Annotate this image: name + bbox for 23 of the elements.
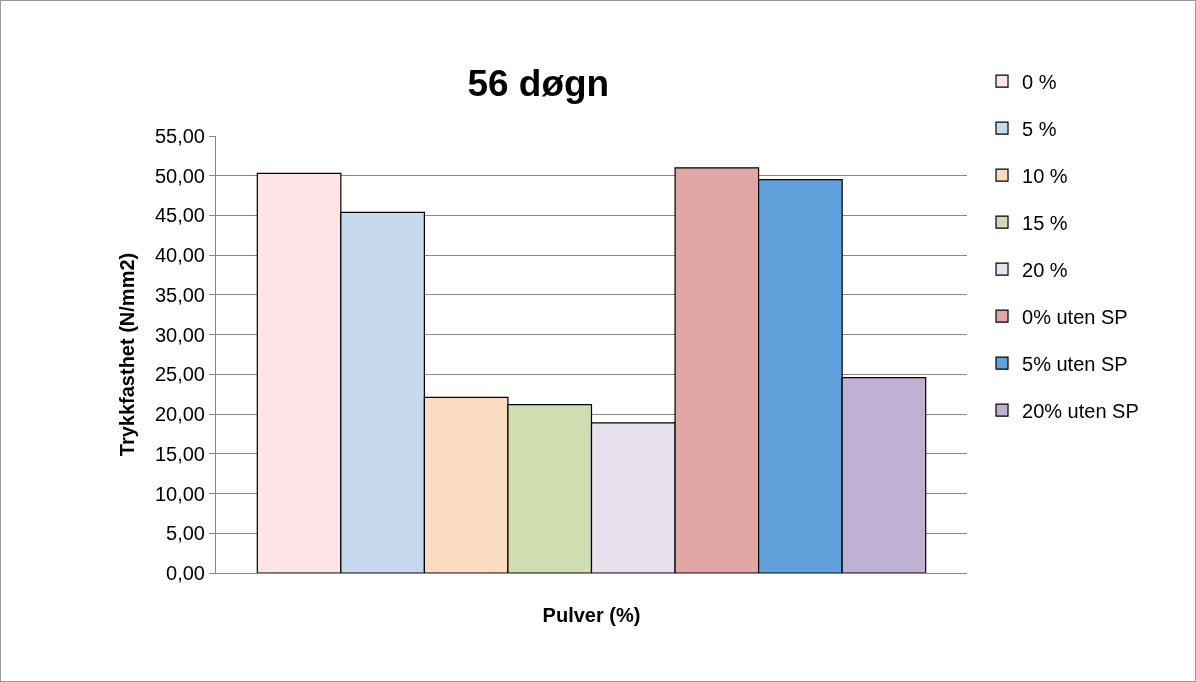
y-tick-label: 55,00 xyxy=(154,125,205,147)
legend-label: 5% uten SP xyxy=(1022,353,1128,376)
y-tick-label: 45,00 xyxy=(154,204,205,227)
y-tick-label: 25,00 xyxy=(154,363,205,386)
legend-label: 20 % xyxy=(1022,259,1068,282)
y-tick-label: 10,00 xyxy=(154,482,205,505)
chart-title: 56 døgn xyxy=(467,62,610,104)
y-tick-label: 0,00 xyxy=(166,562,205,584)
y-tick-label: 15,00 xyxy=(154,442,205,465)
y-axis-title: Trykkfasthet (N/mm2) xyxy=(116,252,139,457)
y-tick-label: 35,00 xyxy=(154,283,205,306)
y-tick-label: 5,00 xyxy=(166,522,205,545)
legend-label: 0 % xyxy=(1022,71,1057,94)
legend-label: 0% uten SP xyxy=(1022,306,1128,329)
legend-label: 20% uten SP xyxy=(1022,400,1139,423)
legend-label: 15 % xyxy=(1022,212,1068,235)
y-tick-label: 50,00 xyxy=(154,164,205,187)
legend-label: 5 % xyxy=(1022,118,1057,141)
y-tick-label: 30,00 xyxy=(154,323,205,346)
x-axis-title: Pulver (%) xyxy=(542,603,641,626)
legend-label: 10 % xyxy=(1022,165,1068,188)
y-tick-label: 20,00 xyxy=(154,403,205,426)
y-tick-label: 40,00 xyxy=(154,244,205,267)
